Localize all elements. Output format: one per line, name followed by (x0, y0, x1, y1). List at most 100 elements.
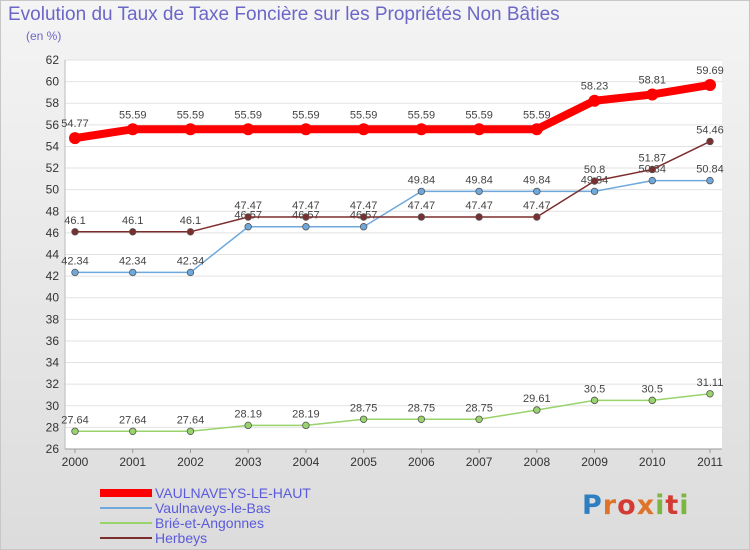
data-point (299, 123, 312, 136)
x-tick-label: 2004 (293, 455, 320, 469)
x-tick-label: 2006 (408, 455, 435, 469)
legend-swatch (100, 507, 152, 509)
chart-title: Evolution du Taux de Taxe Foncière sur l… (8, 4, 560, 25)
data-label: 28.75 (350, 402, 378, 414)
data-label: 54.46 (696, 124, 724, 136)
y-tick-label: 56 (46, 118, 60, 132)
legend-swatch (100, 489, 152, 497)
data-point (244, 223, 252, 231)
data-label: 49.84 (408, 174, 436, 186)
data-label: 28.75 (408, 402, 436, 414)
data-label: 50.84 (696, 164, 724, 176)
proxiti-logo: Proxiti (582, 490, 690, 521)
data-point (71, 268, 79, 277)
x-tick-label: 2010 (639, 455, 666, 469)
data-point (186, 427, 195, 435)
legend-label: Brié-et-Angonnes (155, 515, 264, 531)
y-tick-label: 62 (46, 53, 60, 67)
legend-item: Vaulnaveys-le-Bas (100, 500, 400, 516)
data-label: 27.64 (119, 414, 147, 426)
y-tick-label: 50 (46, 183, 60, 197)
data-label: 28.19 (234, 408, 262, 420)
data-point (71, 228, 79, 236)
y-tick-label: 52 (46, 161, 60, 175)
legend-label: Herbeys (155, 530, 208, 546)
data-point (359, 223, 368, 231)
y-tick-label: 28 (46, 420, 60, 434)
data-label: 31.11 (697, 377, 724, 389)
data-label: 55.59 (292, 109, 320, 121)
data-label: 28.19 (292, 408, 320, 420)
data-point (648, 396, 656, 405)
data-label: 50.8 (584, 164, 605, 176)
data-label: 47.47 (234, 200, 262, 212)
data-label: 49.84 (523, 174, 551, 186)
data-point (302, 213, 310, 221)
data-label: 55.59 (177, 109, 205, 121)
y-tick-label: 30 (46, 399, 60, 413)
data-point (648, 176, 656, 185)
x-tick-label: 2007 (466, 455, 493, 469)
data-point (590, 177, 599, 185)
x-tick-label: 2002 (177, 455, 204, 469)
data-point (415, 123, 428, 136)
data-point (533, 187, 541, 196)
legend-swatch (100, 537, 152, 539)
y-tick-label: 34 (46, 356, 60, 370)
y-tick-label: 38 (46, 312, 60, 326)
data-label: 49.84 (465, 174, 493, 186)
x-tick-label: 2008 (523, 455, 550, 469)
data-label: 46.1 (180, 215, 201, 227)
data-point (706, 176, 714, 185)
data-label: 42.34 (119, 255, 147, 267)
data-point (475, 187, 483, 196)
y-tick-label: 36 (46, 334, 60, 348)
data-point (475, 415, 483, 423)
data-point (186, 228, 195, 236)
data-point (244, 213, 252, 221)
data-point (417, 213, 426, 221)
data-label: 46.1 (122, 215, 143, 227)
data-point (244, 421, 252, 430)
legend-item: Brié-et-Angonnes (100, 515, 400, 531)
data-point (706, 390, 714, 398)
legend: VAULNAVEYS-LE-HAUT Vaulnaveys-le-Bas Bri… (100, 485, 400, 546)
data-label: 55.59 (234, 109, 262, 121)
data-point (590, 187, 599, 196)
data-label: 27.64 (177, 414, 205, 426)
series-line (75, 179, 710, 274)
legend-item: Herbeys (100, 530, 400, 546)
data-label: 47.47 (465, 200, 493, 212)
data-label: 46.1 (64, 215, 85, 227)
series-line (75, 140, 711, 233)
legend-swatch (100, 522, 152, 524)
data-point (242, 123, 255, 136)
y-tick-label: 46 (46, 226, 60, 240)
data-label: 42.34 (61, 255, 89, 267)
data-point (588, 94, 601, 107)
data-label: 47.47 (523, 200, 551, 212)
data-point (473, 123, 486, 136)
data-point (417, 415, 426, 423)
legend-label: VAULNAVEYS-LE-HAUT (155, 485, 311, 501)
data-point (126, 123, 139, 136)
x-tick-label: 2000 (62, 455, 89, 469)
data-point (69, 132, 81, 145)
y-tick-label: 54 (46, 139, 60, 153)
y-tick-label: 60 (46, 75, 60, 89)
series-line (74, 81, 711, 143)
x-tick-label: 2001 (119, 455, 146, 469)
data-point (706, 137, 714, 146)
data-point (357, 123, 370, 136)
data-point (129, 427, 137, 435)
x-tick-label: 2011 (697, 455, 723, 469)
data-point (475, 213, 483, 221)
data-label: 47.47 (292, 200, 320, 212)
x-tick-label: 2005 (350, 455, 377, 469)
data-label: 47.47 (350, 200, 378, 212)
data-label: 54.77 (61, 118, 89, 130)
data-point (417, 187, 426, 196)
legend-label: Vaulnaveys-le-Bas (155, 500, 271, 516)
legend-item: VAULNAVEYS-LE-HAUT (100, 485, 400, 501)
data-label: 58.81 (639, 74, 667, 86)
